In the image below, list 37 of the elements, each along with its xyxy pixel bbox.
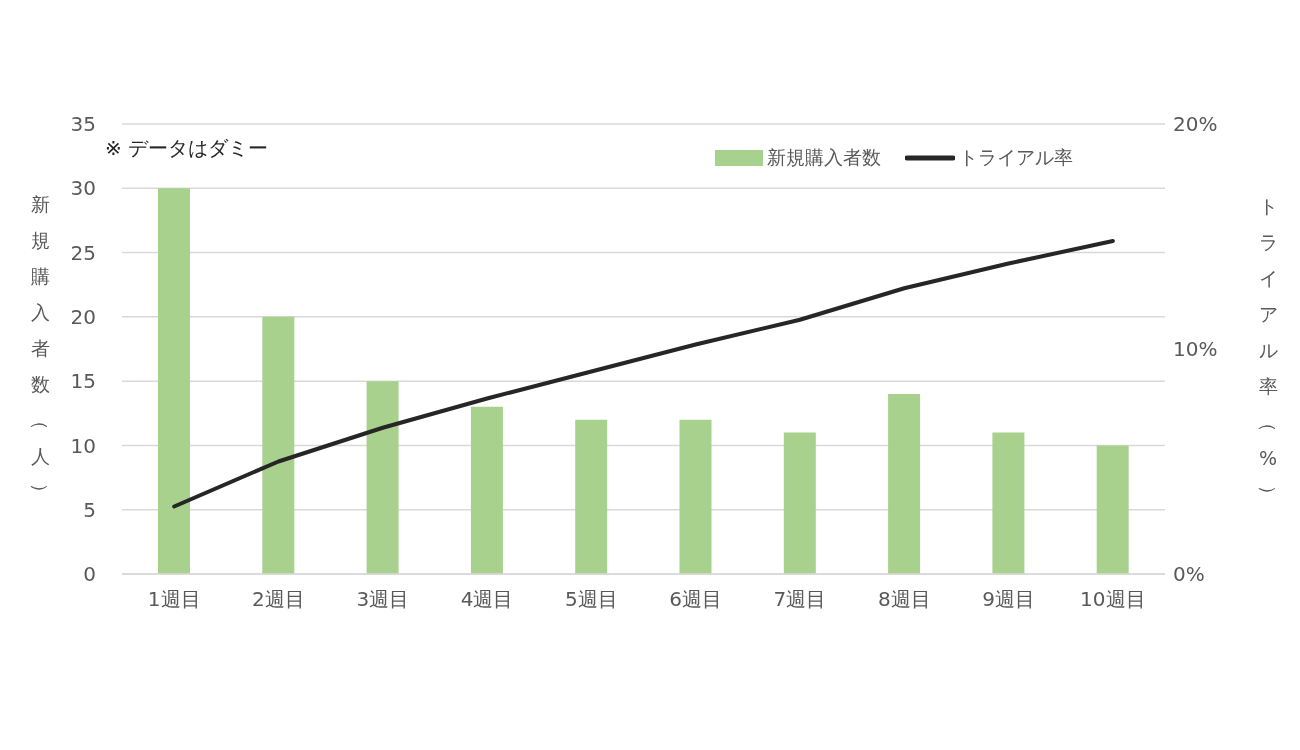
y2-tick-label: 20%: [1173, 112, 1218, 137]
x-tick-label: 4週目: [460, 587, 514, 612]
x-tick-label: 8週目: [877, 587, 931, 612]
bar: [992, 432, 1025, 574]
legend-label: トライアル率: [959, 145, 1073, 170]
bar: [262, 316, 295, 574]
x-tick-label: 2週目: [252, 587, 305, 612]
y2-tick-label: 10%: [1173, 337, 1218, 362]
bar: [783, 432, 816, 574]
y-tick-label: 10: [70, 433, 96, 458]
x-tick-label: 1週目: [147, 587, 201, 612]
y-tick-label: 0: [83, 562, 96, 587]
text: 新規購入者数（人）: [29, 193, 51, 502]
bar: [470, 406, 503, 574]
y-tick-label: 30: [70, 176, 96, 201]
bar: [888, 394, 921, 574]
y2-tick-label: 0%: [1173, 562, 1205, 587]
x-tick-label: 5週目: [564, 587, 618, 612]
x-tick-label: 7週目: [773, 587, 827, 612]
line-series: [172, 239, 1115, 509]
y-tick-label: 15: [70, 369, 96, 394]
bar: [679, 419, 712, 574]
bar: [1096, 445, 1129, 574]
x-tick-label: 10週目: [1080, 587, 1146, 612]
x-tick-label: 6週目: [669, 587, 723, 612]
x-tick-label: 3週目: [356, 587, 410, 612]
y-tick-label: 25: [70, 240, 96, 265]
y-tick-label: 35: [70, 112, 96, 137]
y-tick-label: 20: [70, 304, 96, 329]
bar: [366, 381, 399, 574]
y-tick-label: 5: [83, 497, 96, 522]
text: トライアル率（%）: [1257, 195, 1279, 504]
x-tick-label: 9週目: [982, 587, 1035, 612]
legend-label: 新規購入者数: [767, 145, 881, 170]
bar: [575, 419, 608, 574]
bar: [158, 188, 190, 574]
annotation: ※ データはダミー: [105, 135, 269, 162]
